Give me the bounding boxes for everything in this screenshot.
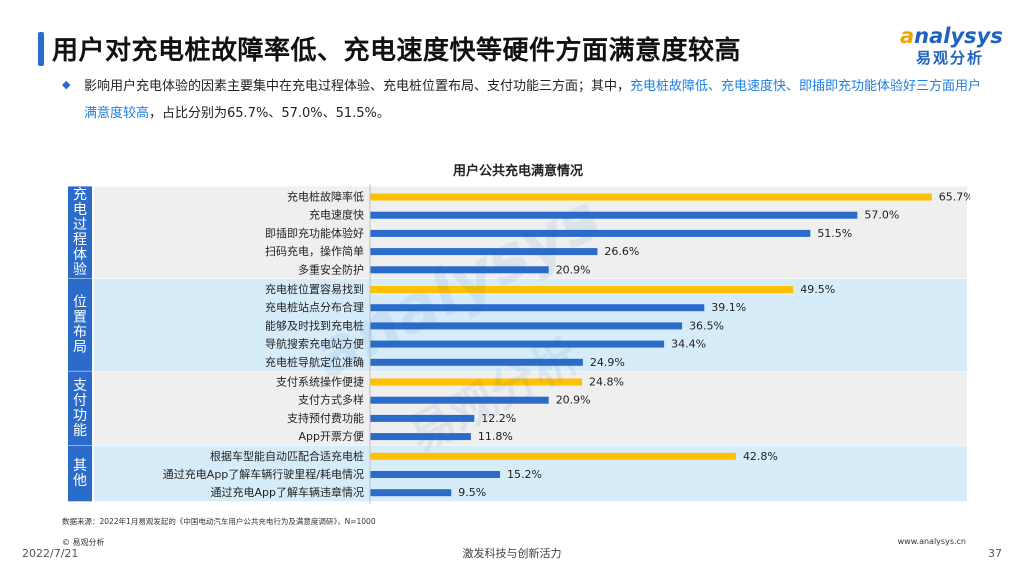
group-label-char: 电 <box>73 202 87 218</box>
logo-en-text: analysys <box>900 24 1003 48</box>
bar <box>370 286 794 293</box>
bar <box>370 322 683 330</box>
bar <box>370 211 858 219</box>
group-label-char: 支 <box>73 378 87 394</box>
footer-date: 2022/7/21 <box>22 547 79 560</box>
bar-value-label: 39.1% <box>711 301 746 314</box>
footer-website: www.analysys.cn <box>897 537 966 546</box>
bar-category-label: 多重安全防护 <box>298 262 364 276</box>
page-number: 37 <box>988 547 1002 560</box>
bar-category-label: 充电桩故障率低 <box>287 190 364 204</box>
group-label-char: 能 <box>73 423 87 439</box>
bar <box>370 229 811 237</box>
group-label-box-3 <box>68 445 92 502</box>
bar <box>370 304 705 312</box>
bar-value-label: 20.9% <box>556 263 591 276</box>
bar-value-label: 34.4% <box>671 338 706 351</box>
group-label-char: 功 <box>73 408 87 424</box>
bar-value-label: 9.5% <box>458 486 486 499</box>
bar-value-label: 15.2% <box>507 468 542 481</box>
group-label-char: 过 <box>73 217 87 233</box>
title-accent-bar <box>38 32 44 66</box>
bar-category-label: 扫码充电，操作简单 <box>265 244 364 258</box>
group-label-char: 置 <box>73 309 87 325</box>
chart-title: 用户公共充电满意情况 <box>452 164 583 179</box>
bar-category-label: 通过充电App了解车辆违章情况 <box>211 485 365 499</box>
bar <box>370 358 583 366</box>
group-label-box-2 <box>68 371 92 446</box>
copyright-text: © 易观分析 <box>62 538 105 547</box>
bar <box>370 266 549 274</box>
group-label-char: 其 <box>73 458 87 474</box>
bar <box>370 396 549 404</box>
bar-category-label: 支付系统操作便捷 <box>276 375 364 389</box>
footer-slogan: 激发科技与创新活力 <box>462 547 562 560</box>
bar-value-label: 36.5% <box>689 319 724 332</box>
bar-value-label: 57.0% <box>864 209 899 222</box>
bar <box>370 452 736 460</box>
summary-part1: 影响用户充电体验的因素主要集中在充电过程体验、充电桩位置布局、支付功能三方面；其… <box>84 79 631 94</box>
bar-value-label: 42.8% <box>743 450 778 463</box>
bar-category-label: 根据车型能自动匹配合适充电桩 <box>210 449 364 463</box>
page-title: 用户对充电桩故障率低、充电速度快等硬件方面满意度较高 <box>52 36 742 66</box>
group-label-char: 体 <box>73 247 87 263</box>
summary-paragraph: 影响用户充电体验的因素主要集中在充电过程体验、充电桩位置布局、支付功能三方面；其… <box>84 73 984 127</box>
bar-category-label: 支持预付费功能 <box>287 411 364 425</box>
bar <box>370 248 598 256</box>
bar-category-label: 能够及时找到充电桩 <box>265 318 364 332</box>
bar-value-label: 26.6% <box>604 245 639 258</box>
bar-value-label: 11.8% <box>478 430 513 443</box>
logo-en-accent: a <box>900 24 915 48</box>
group-label-char: 验 <box>73 262 87 278</box>
satisfaction-bar-chart: 充电过程体验 充电桩故障率低 65.7% 充电速度快 57.0% 即插即充功能体验好 51.… <box>68 184 970 505</box>
bar <box>370 433 471 441</box>
group-label-char: 局 <box>73 339 87 355</box>
bar-category-label: App开票方便 <box>299 429 365 443</box>
logo-cn-text: 易观分析 <box>915 49 984 67</box>
bar <box>370 340 665 348</box>
group-label-box-1 <box>68 278 92 371</box>
group-label-char: 付 <box>73 393 87 409</box>
bar-category-label: 即插即充功能体验好 <box>265 226 364 240</box>
group-label-box-0 <box>68 186 92 279</box>
group-label-char: 位 <box>73 294 87 310</box>
summary-part2: ，占比分别为65.7%、57.0%、51.5%。 <box>149 106 390 121</box>
bar-value-label: 24.8% <box>589 376 624 389</box>
bar <box>370 414 475 422</box>
group-label-char: 布 <box>73 324 87 340</box>
bar <box>370 489 452 497</box>
bar-category-label: 支付方式多样 <box>298 393 364 407</box>
analysys-logo: analysys 易观分析 <box>900 24 1003 72</box>
summary-highlight: 充电桩故障低、充电速度快、即插即充功能体验好三方面用户满意度较高 <box>84 79 982 121</box>
bar <box>370 471 500 478</box>
bar-category-label: 充电桩位置容易找到 <box>265 282 364 296</box>
group-label-char: 充 <box>73 187 87 203</box>
bar <box>370 193 932 201</box>
bar <box>370 378 583 386</box>
group-label-char: 程 <box>73 232 87 248</box>
bar-value-label: 12.2% <box>481 412 516 425</box>
bullet-diamond-icon: ◆ <box>62 78 71 91</box>
bar-value-label: 24.9% <box>590 356 625 369</box>
bar-value-label: 65.7% <box>939 191 970 204</box>
bar-category-label: 充电桩站点分布合理 <box>265 300 364 314</box>
bar-category-label: 通过充电App了解车辆行驶里程/耗电情况 <box>163 467 364 481</box>
logo-en-rest: nalysys <box>914 24 1003 48</box>
group-label-char: 他 <box>73 473 87 489</box>
bar-category-label: 充电速度快 <box>309 208 364 222</box>
data-source-note: 数据来源：2022年1月易观发起的《中国电动汽车用户公共充电行为及满意度调研》，… <box>62 517 376 526</box>
bar-category-label: 导航搜索充电站方便 <box>265 337 364 351</box>
bar-value-label: 20.9% <box>556 394 591 407</box>
bar-category-label: 充电桩导航定位准确 <box>265 355 364 369</box>
bar-value-label: 51.5% <box>817 227 852 240</box>
bar-value-label: 49.5% <box>800 283 835 296</box>
